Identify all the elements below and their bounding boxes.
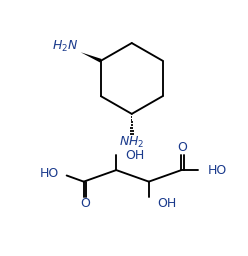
Polygon shape: [81, 52, 102, 62]
Text: OH: OH: [157, 197, 177, 210]
Text: OH: OH: [125, 149, 144, 162]
Text: HO: HO: [40, 167, 59, 180]
Text: HO: HO: [208, 164, 227, 177]
Text: $NH_2$: $NH_2$: [119, 135, 144, 150]
Text: O: O: [80, 197, 90, 210]
Text: O: O: [178, 141, 187, 154]
Text: $H_2N$: $H_2N$: [52, 39, 78, 54]
